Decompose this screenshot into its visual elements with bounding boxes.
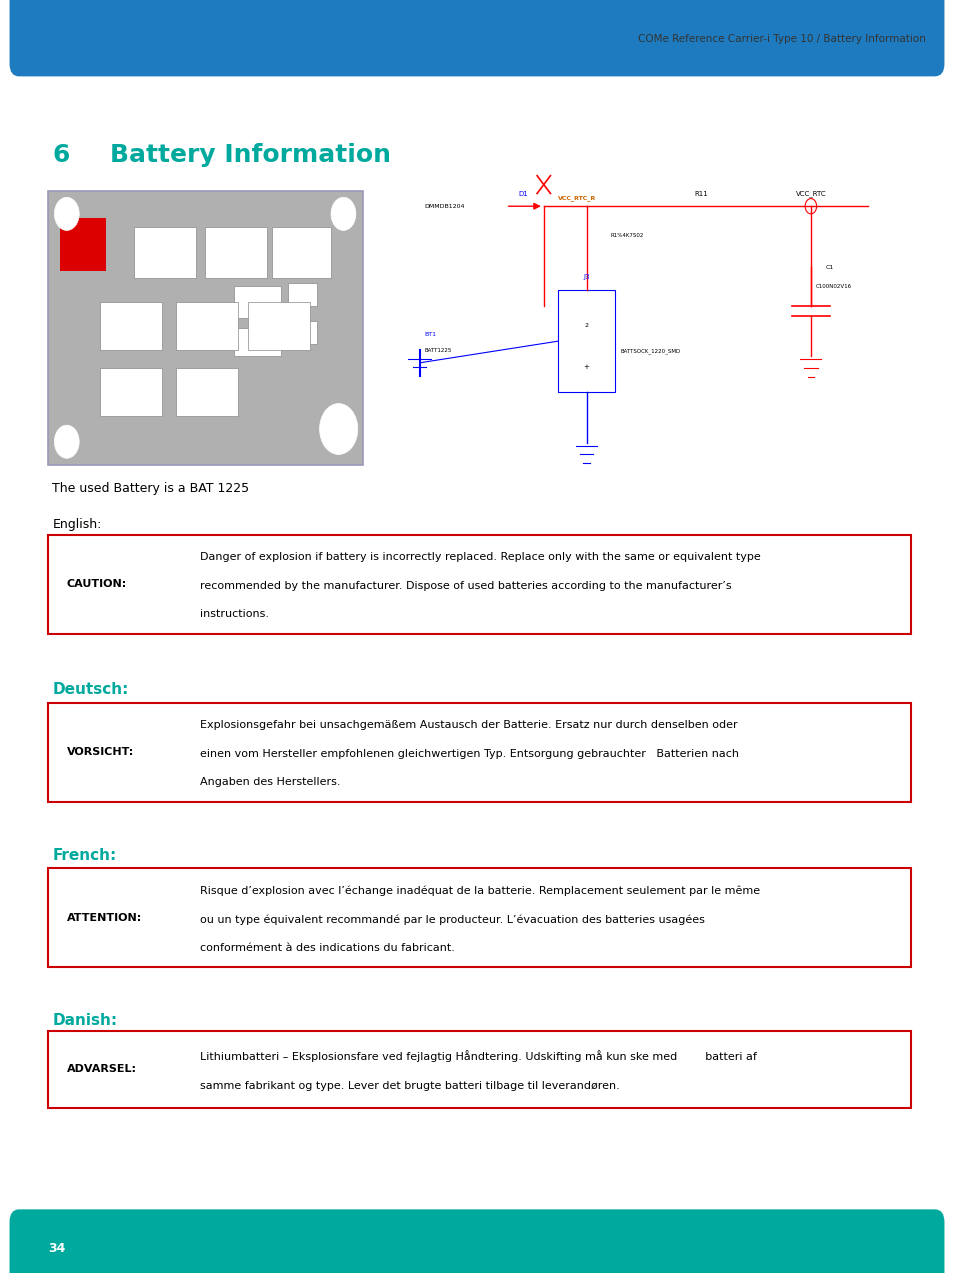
Bar xyxy=(100,368,162,416)
Text: Explosionsgefahr bei unsachgemäßem Austausch der Batterie. Ersatz nur durch dens: Explosionsgefahr bei unsachgemäßem Austa… xyxy=(200,721,738,731)
Bar xyxy=(176,302,238,350)
FancyBboxPatch shape xyxy=(48,535,910,634)
Text: BATTSOCK_1220_SMD: BATTSOCK_1220_SMD xyxy=(619,349,679,354)
Text: The used Battery is a BAT 1225: The used Battery is a BAT 1225 xyxy=(52,482,250,495)
Bar xyxy=(205,227,267,278)
Text: conformément à des indications du fabricant.: conformément à des indications du fabric… xyxy=(200,942,455,952)
Text: recommended by the manufacturer. Dispose of used batteries according to the manu: recommended by the manufacturer. Dispose… xyxy=(200,580,731,591)
Text: R1%4K7S02: R1%4K7S02 xyxy=(610,233,643,238)
Circle shape xyxy=(54,425,79,458)
Text: instructions.: instructions. xyxy=(200,608,269,619)
Text: ADVARSEL:: ADVARSEL: xyxy=(67,1064,136,1074)
Text: samme fabrikant og type. Lever det brugte batteri tilbage til leverandøren.: samme fabrikant og type. Lever det brugt… xyxy=(200,1081,619,1091)
Text: Deutsch:: Deutsch: xyxy=(52,682,129,698)
Text: CAUTION:: CAUTION: xyxy=(67,579,127,589)
Text: French:: French: xyxy=(52,848,116,863)
Text: Risque d’explosion avec l’échange inadéquat de la batterie. Remplacement seuleme: Risque d’explosion avec l’échange inadéq… xyxy=(200,886,760,896)
FancyBboxPatch shape xyxy=(10,0,943,76)
Text: Battery Information: Battery Information xyxy=(110,144,391,167)
Text: VORSICHT:: VORSICHT: xyxy=(67,747,133,757)
Text: BATT1225: BATT1225 xyxy=(424,348,452,353)
Text: D1: D1 xyxy=(517,191,527,197)
Text: C100N02V16: C100N02V16 xyxy=(815,284,851,289)
Text: ATTENTION:: ATTENTION: xyxy=(67,913,142,923)
Text: Danish:: Danish: xyxy=(52,1013,117,1029)
Text: COMe Reference Carrier-i Type 10 / Battery Information: COMe Reference Carrier-i Type 10 / Batte… xyxy=(637,34,924,43)
Circle shape xyxy=(54,197,79,230)
Text: einen vom Hersteller empfohlenen gleichwertigen Typ. Entsorgung gebrauchter   Ba: einen vom Hersteller empfohlenen gleichw… xyxy=(200,749,739,759)
Text: 2: 2 xyxy=(584,323,588,328)
Text: +: + xyxy=(583,364,589,369)
Bar xyxy=(133,227,195,278)
Text: 34: 34 xyxy=(48,1241,65,1255)
Bar xyxy=(288,283,316,306)
Bar xyxy=(272,227,331,278)
Text: Lithiumbatteri – Eksplosionsfare ved fejlagtig Håndtering. Udskifting må kun ske: Lithiumbatteri – Eksplosionsfare ved fej… xyxy=(200,1050,757,1062)
Bar xyxy=(248,302,310,350)
Text: ou un type équivalent recommandé par le producteur. L’évacuation des batteries u: ou un type équivalent recommandé par le … xyxy=(200,914,704,924)
Text: Angaben des Herstellers.: Angaben des Herstellers. xyxy=(200,777,340,787)
Text: Danger of explosion if battery is incorrectly replaced. Replace only with the sa: Danger of explosion if battery is incorr… xyxy=(200,552,760,563)
Bar xyxy=(233,328,281,356)
Text: VCC_RTC: VCC_RTC xyxy=(795,191,825,197)
FancyBboxPatch shape xyxy=(48,868,910,967)
FancyBboxPatch shape xyxy=(48,1031,910,1108)
Text: 6: 6 xyxy=(52,144,70,167)
Text: VCC_RTC_R: VCC_RTC_R xyxy=(558,195,596,201)
Bar xyxy=(233,286,281,318)
Bar xyxy=(558,290,615,392)
Text: English:: English: xyxy=(52,518,102,531)
Text: R11: R11 xyxy=(694,191,707,197)
Bar xyxy=(100,302,162,350)
FancyBboxPatch shape xyxy=(10,1209,943,1273)
Text: C1: C1 xyxy=(824,265,833,270)
Text: DMMDB1204: DMMDB1204 xyxy=(424,204,464,209)
Text: J3: J3 xyxy=(583,274,589,280)
Bar xyxy=(48,191,362,465)
Bar xyxy=(288,321,316,344)
Circle shape xyxy=(331,197,355,230)
Circle shape xyxy=(319,404,357,454)
Bar xyxy=(176,368,238,416)
FancyBboxPatch shape xyxy=(48,703,910,802)
Bar xyxy=(60,218,106,271)
Text: BT1: BT1 xyxy=(424,332,436,337)
